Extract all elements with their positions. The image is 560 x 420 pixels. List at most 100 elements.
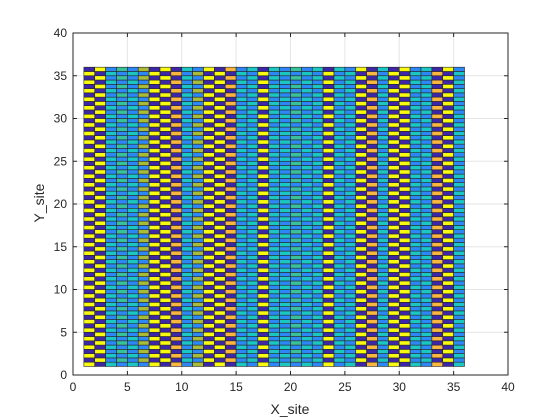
heatmap-cell <box>388 212 400 218</box>
heatmap-cell <box>224 118 237 124</box>
heatmap-cell <box>268 186 280 192</box>
heatmap-cell <box>105 246 117 252</box>
heatmap-cell <box>181 96 193 102</box>
heatmap-cell <box>388 267 400 273</box>
heatmap-cell <box>159 216 172 222</box>
heatmap-cell <box>420 71 433 77</box>
heatmap-cell <box>235 216 248 222</box>
heatmap-cell <box>246 92 259 98</box>
heatmap-cell <box>322 101 335 106</box>
heatmap-cell <box>116 122 128 128</box>
heatmap-cell <box>311 182 324 188</box>
heatmap-cell <box>246 255 259 260</box>
heatmap-cell <box>279 293 291 299</box>
heatmap-cell <box>279 246 291 252</box>
heatmap-cell <box>105 126 117 132</box>
heatmap-cell <box>116 199 128 205</box>
heatmap-cell <box>159 66 172 72</box>
heatmap-cell <box>235 225 248 230</box>
heatmap-cell <box>246 340 259 346</box>
heatmap-cell <box>366 126 378 132</box>
heatmap-cell <box>181 88 193 94</box>
heatmap-cell <box>268 284 280 290</box>
heatmap-cell <box>257 195 270 201</box>
heatmap-cell <box>181 267 193 273</box>
heatmap-cell <box>203 122 215 128</box>
heatmap-cell <box>137 71 150 77</box>
heatmap-cell <box>398 160 411 166</box>
heatmap-cell <box>442 131 454 136</box>
heatmap-cell <box>159 353 172 359</box>
heatmap-cell <box>203 113 215 119</box>
heatmap-cell <box>203 152 215 158</box>
heatmap-cell <box>409 190 422 196</box>
heatmap-cell <box>301 263 313 269</box>
heatmap-cell <box>127 280 139 286</box>
heatmap-cell <box>377 79 389 85</box>
heatmap-cell <box>366 178 378 183</box>
heatmap-cell <box>83 250 96 256</box>
heatmap-cell <box>105 302 117 307</box>
heatmap-cell <box>409 272 422 277</box>
heatmap-cell <box>224 160 237 166</box>
heatmap-cell <box>159 293 172 299</box>
heatmap-cell <box>246 139 259 145</box>
heatmap-cell <box>388 284 400 290</box>
heatmap-cell <box>398 71 411 77</box>
heatmap-cell <box>148 336 161 342</box>
heatmap-cell <box>235 212 248 218</box>
heatmap-cell <box>366 105 378 111</box>
heatmap-cell <box>366 319 378 324</box>
heatmap-cell <box>105 152 117 158</box>
heatmap-cell <box>355 79 367 85</box>
heatmap-cell <box>290 220 302 226</box>
heatmap-cell <box>224 207 237 213</box>
heatmap-cell <box>148 319 161 324</box>
heatmap-cell <box>148 361 161 367</box>
heatmap-cell <box>290 280 302 286</box>
heatmap-cell <box>192 319 204 324</box>
heatmap-cell <box>170 280 183 286</box>
heatmap-cell <box>137 216 150 222</box>
heatmap-cell <box>431 84 444 89</box>
heatmap-cell <box>159 284 172 290</box>
heatmap-cell <box>83 92 96 98</box>
heatmap-cell <box>409 306 422 312</box>
heatmap-cell <box>333 203 346 209</box>
heatmap-cell <box>246 331 259 337</box>
heatmap-cell <box>344 96 357 102</box>
heatmap-cell <box>409 212 422 218</box>
heatmap-cell <box>333 250 346 256</box>
heatmap-cell <box>170 263 183 269</box>
heatmap-cell <box>333 71 346 77</box>
heatmap-cell <box>224 357 237 363</box>
heatmap-cell <box>214 212 226 218</box>
heatmap-cell <box>235 276 248 282</box>
heatmap-cell <box>431 242 444 248</box>
heatmap-cell <box>322 293 335 299</box>
heatmap-cell <box>453 148 465 154</box>
heatmap-cell <box>388 229 400 235</box>
heatmap-cell <box>366 122 378 128</box>
heatmap-cell <box>116 75 128 81</box>
heatmap-cell <box>148 297 161 303</box>
heatmap-cell <box>94 139 106 145</box>
heatmap-cell <box>279 357 291 363</box>
heatmap-cell <box>116 190 128 196</box>
heatmap-cell <box>116 357 128 363</box>
heatmap-cell <box>409 105 422 111</box>
heatmap-cell <box>442 314 454 320</box>
heatmap-cell <box>159 143 172 149</box>
heatmap-cell <box>170 105 183 111</box>
heatmap-cell <box>279 259 291 265</box>
y-axis-label: Y_site <box>31 183 47 222</box>
heatmap-cell <box>105 276 117 282</box>
heatmap-cell <box>116 237 128 243</box>
heatmap-cell <box>257 302 270 307</box>
heatmap-cell <box>366 242 378 248</box>
heatmap-cell <box>344 314 357 320</box>
heatmap-cell <box>192 92 204 98</box>
heatmap-cell <box>116 216 128 222</box>
heatmap-cell <box>137 344 150 350</box>
heatmap-cell <box>290 314 302 320</box>
